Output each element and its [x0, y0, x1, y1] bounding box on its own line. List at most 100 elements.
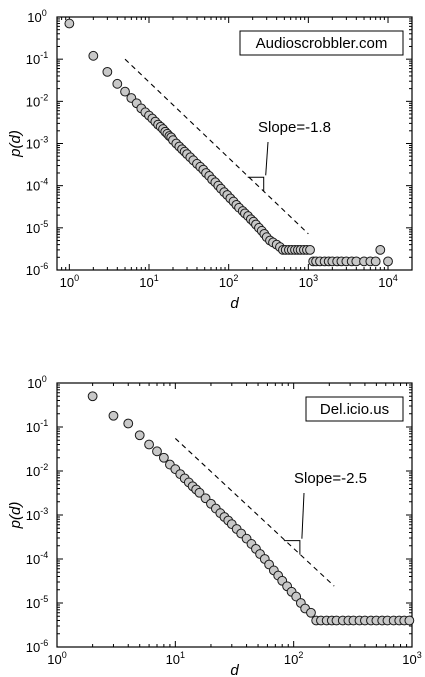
y-tick-label-base: 10	[26, 221, 40, 236]
x-tick-label-exponent: 1	[180, 650, 185, 660]
slope-triangle	[283, 540, 301, 555]
x-tick-label-base: 10	[166, 652, 180, 667]
data-point	[383, 256, 393, 267]
x-tick-label-exponent: 3	[417, 650, 422, 660]
audioscrobbler-panel: 100 101 102 103 10410010-110-210-310-410-510…	[7, 8, 413, 312]
x-tick-label-base: 10	[219, 275, 233, 290]
data-point	[134, 430, 145, 441]
x-tick-label: 100	[60, 273, 79, 290]
x-tick-label-base: 10	[402, 652, 416, 667]
x-tick-label: 103	[299, 273, 318, 290]
y-axis-label: p(d)	[7, 130, 24, 158]
x-tick-label: 101	[139, 273, 158, 290]
plot-frame	[56, 382, 413, 648]
y-tick-label: 10-1	[26, 418, 48, 435]
y-tick-label-exponent: -4	[40, 550, 48, 560]
y-tick-label: 10-5	[26, 219, 48, 236]
y-tick-label: 10-4	[26, 550, 48, 567]
y-tick-label-base: 10	[26, 94, 40, 109]
data-point	[87, 391, 98, 402]
data-point	[375, 244, 386, 255]
data-point	[306, 607, 316, 618]
data-point	[370, 256, 381, 267]
legend-box	[239, 30, 404, 56]
y-tick-label-exponent: 0	[42, 8, 47, 18]
data-point	[404, 615, 415, 626]
data-point	[102, 66, 113, 77]
y-tick-label: 10-1	[26, 50, 48, 67]
y-tick-label-base: 10	[26, 596, 40, 611]
y-tick-label: 10-4	[26, 177, 48, 194]
x-tick-label-exponent: 4	[393, 273, 398, 283]
x-axis-label: d	[230, 295, 239, 312]
x-tick-label-exponent: 2	[233, 273, 238, 283]
x-tick-label-exponent: 0	[62, 650, 67, 660]
data-point	[64, 18, 75, 29]
slope-annotation: Slope=-2.5	[294, 470, 367, 487]
y-tick-label: 10-3	[26, 135, 48, 152]
y-tick-label: 100	[27, 374, 46, 391]
x-tick-label: 101	[166, 650, 185, 667]
y-tick-label-base: 10	[26, 179, 40, 194]
x-tick-label-exponent: 2	[298, 650, 303, 660]
x-tick-label-exponent: 0	[74, 273, 79, 283]
x-axis-label: d	[230, 662, 239, 677]
x-tick-label: 100	[47, 650, 66, 667]
y-tick-label-base: 10	[26, 263, 40, 278]
data-point	[194, 487, 205, 498]
y-tick-label-base: 10	[26, 552, 40, 567]
data-point	[88, 50, 99, 61]
y-tick-label-base: 10	[26, 137, 40, 152]
y-tick-label-base: 10	[26, 464, 40, 479]
x-tick-label: 104	[378, 273, 397, 290]
y-tick-label-exponent: -5	[40, 594, 48, 604]
y-tick-label-exponent: -3	[40, 135, 48, 145]
x-tick-label-base: 10	[284, 652, 298, 667]
x-tick-label-base: 10	[60, 275, 74, 290]
y-tick-label-exponent: -1	[40, 418, 48, 428]
y-tick-label-exponent: -6	[40, 638, 48, 648]
y-tick-label-exponent: -4	[40, 177, 48, 187]
x-tick-label-base: 10	[139, 275, 153, 290]
x-tick-label: 102	[219, 273, 238, 290]
legend-label: Audioscrobbler.com	[256, 35, 388, 52]
data-point	[144, 439, 154, 450]
x-tick-label-base: 10	[299, 275, 313, 290]
data-point	[291, 591, 302, 602]
y-tick-label-exponent: -6	[40, 261, 48, 271]
x-tick-label-base: 10	[47, 652, 61, 667]
data-point	[305, 244, 315, 255]
x-tick-label-base: 10	[378, 275, 392, 290]
x-tick-label: 103	[402, 650, 421, 667]
y-tick-label: 100	[27, 8, 46, 25]
x-tick-label-exponent: 3	[313, 273, 318, 283]
y-tick-label-base: 10	[26, 508, 40, 523]
slope-guide-line	[174, 438, 335, 587]
data-point	[112, 78, 123, 89]
y-tick-label: 10-5	[26, 594, 48, 611]
y-tick-label-base: 10	[26, 420, 40, 435]
data-point	[123, 418, 134, 429]
y-tick-label-exponent: -5	[40, 219, 48, 229]
y-tick-label: 10-2	[26, 92, 48, 109]
y-tick-label: 10-2	[26, 462, 48, 479]
y-tick-label: 10-6	[26, 261, 48, 278]
y-tick-label-base: 10	[27, 376, 41, 391]
annotation-arrow	[265, 141, 269, 176]
y-tick-label-exponent: 0	[42, 374, 47, 384]
y-tick-label-exponent: -1	[40, 50, 48, 60]
legend-label: Del.icio.us	[320, 401, 389, 418]
y-tick-label: 10-3	[26, 506, 48, 523]
annotation-arrow	[301, 492, 305, 539]
slope-triangle	[247, 176, 265, 192]
x-tick-label-exponent: 1	[154, 273, 159, 283]
legend-box	[305, 396, 404, 422]
delicious-panel: 100 101 102 10310010-110-210-310-410-510-6d…	[7, 374, 422, 677]
y-axis-label: p(d)	[7, 502, 24, 530]
y-tick-label-exponent: -3	[40, 506, 48, 516]
y-tick-label-exponent: -2	[40, 462, 48, 472]
y-tick-label: 10-6	[26, 638, 48, 655]
y-tick-label-exponent: -2	[40, 92, 48, 102]
y-tick-label-base: 10	[27, 10, 41, 25]
